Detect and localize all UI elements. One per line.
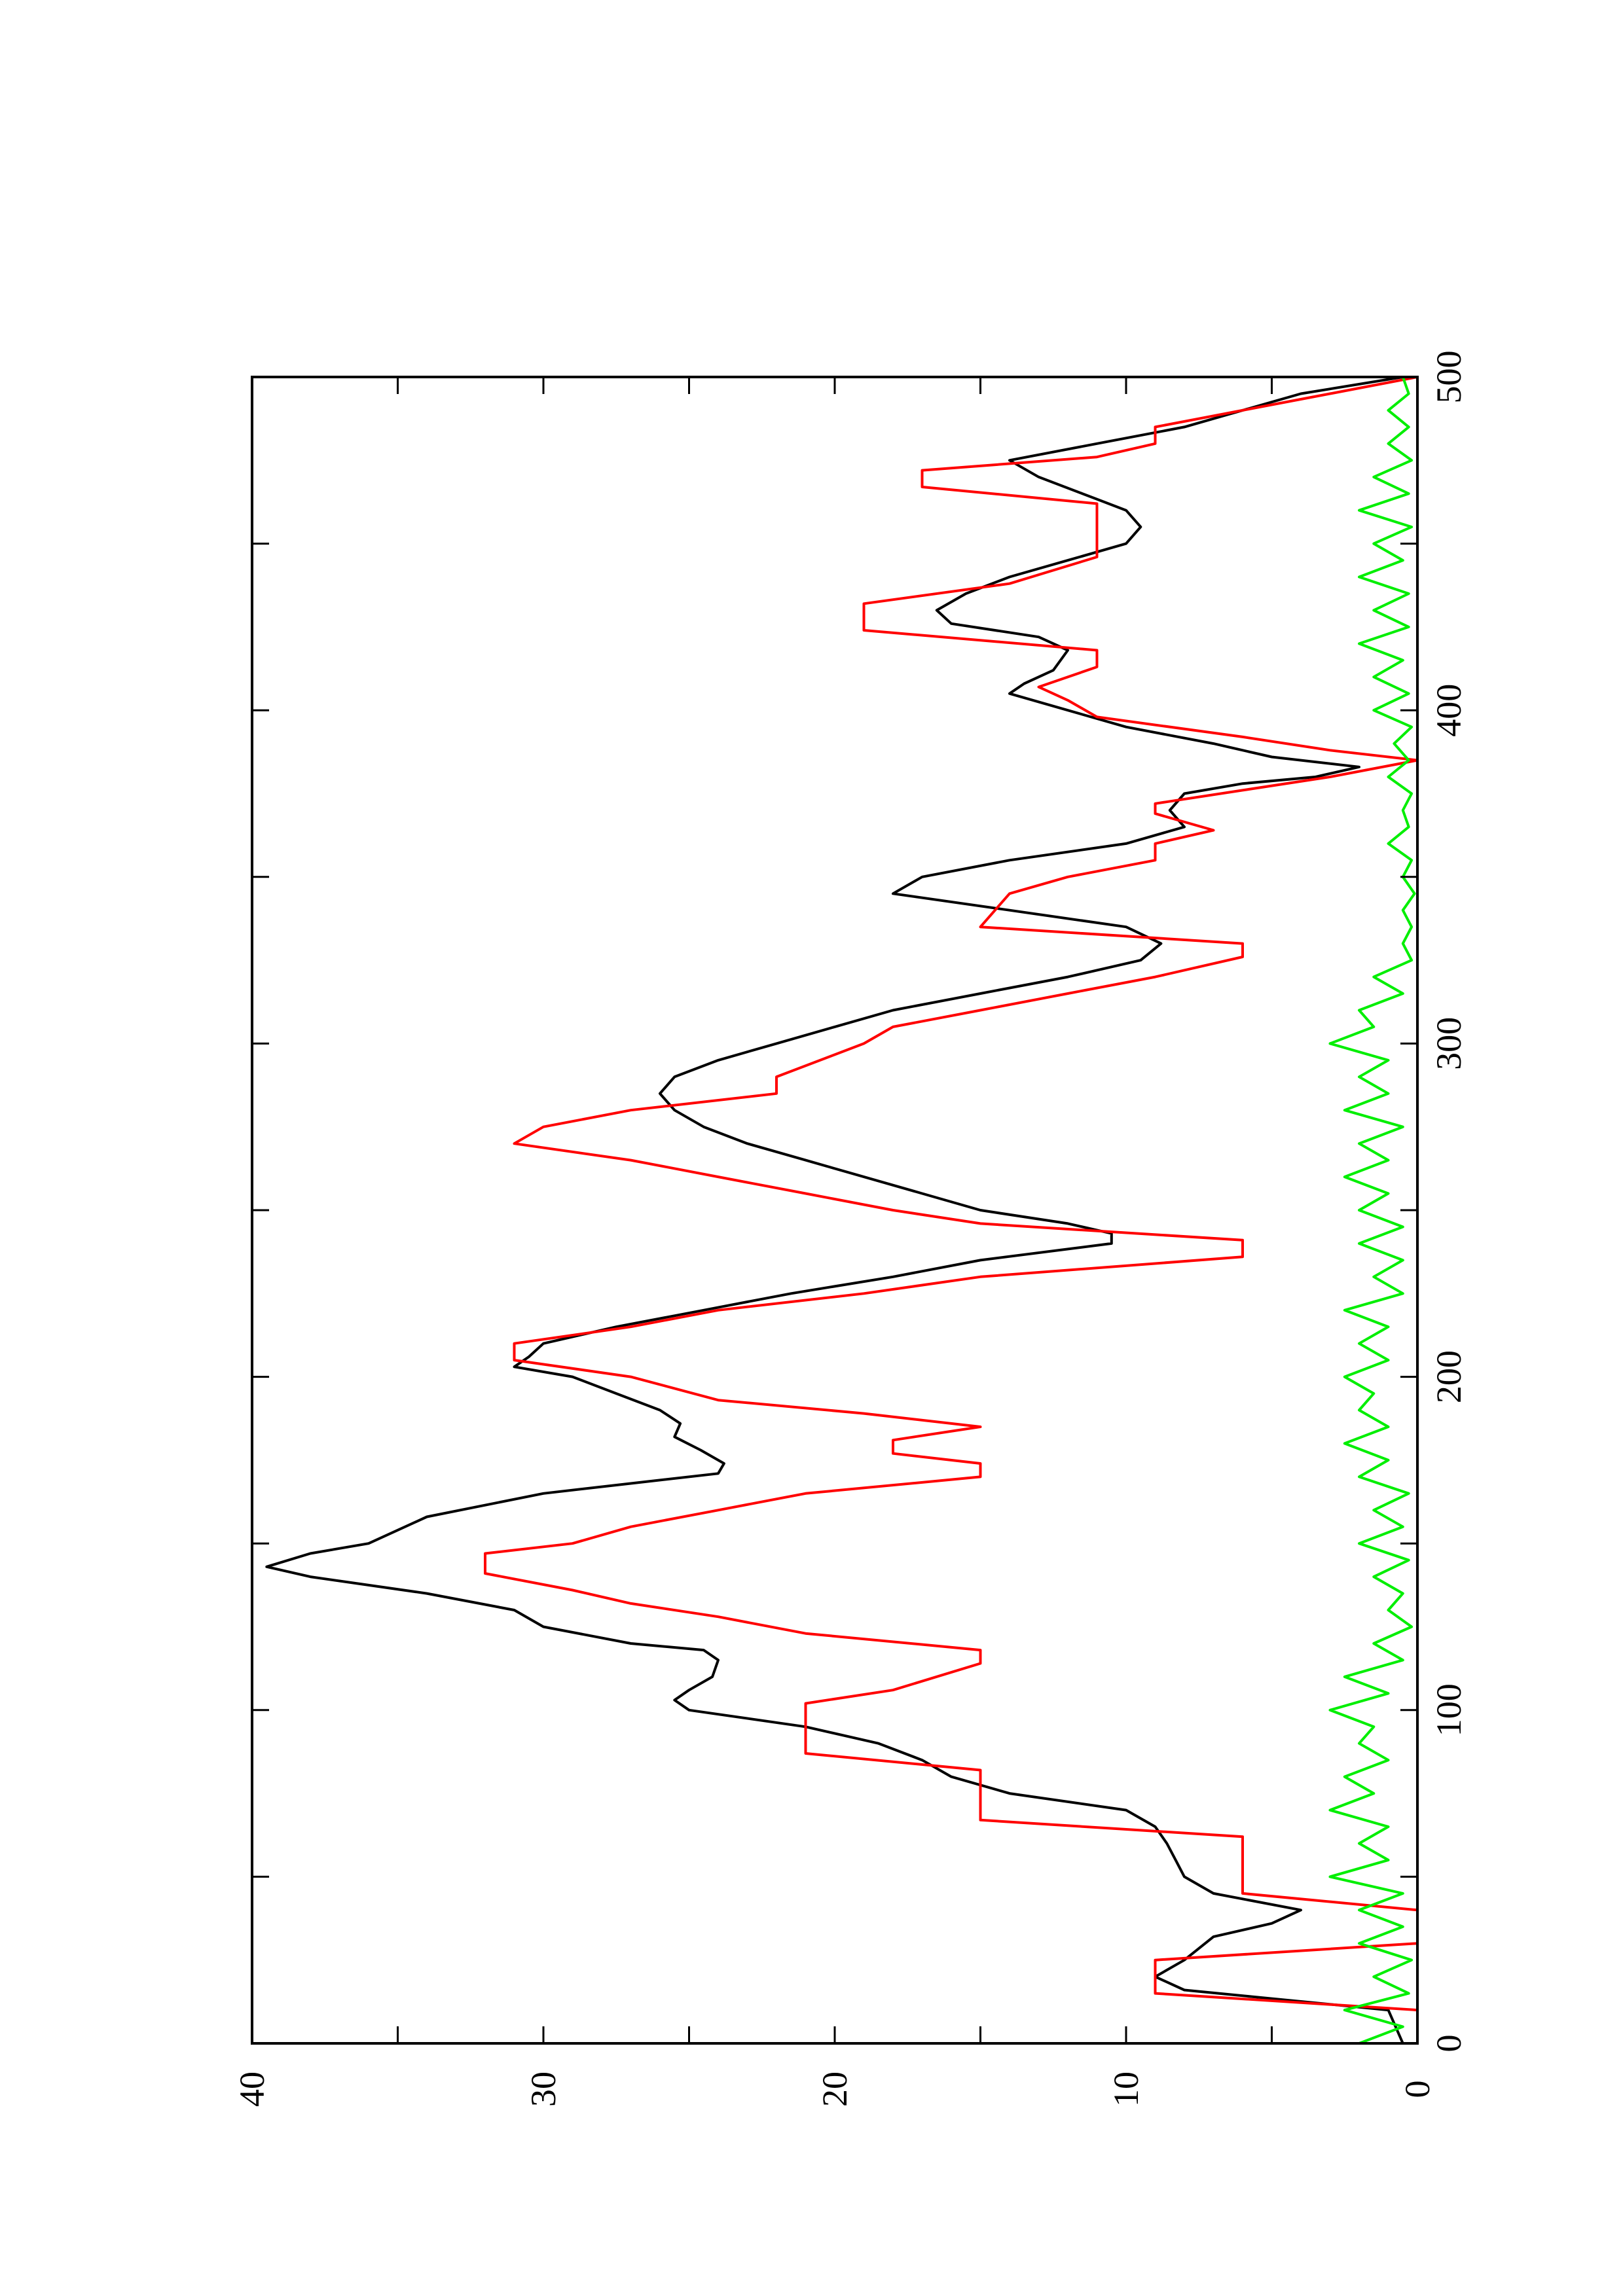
y-tick-label: 30 bbox=[524, 2072, 563, 2107]
y-axis: 0 10 20 30 40 bbox=[232, 377, 1437, 2107]
y-tick-label: 40 bbox=[232, 2072, 272, 2107]
series-line-1 bbox=[265, 376, 1404, 2044]
x-tick-label: 100 bbox=[1429, 1683, 1468, 1736]
y-tick-label: 20 bbox=[815, 2072, 854, 2107]
x-tick-label: 300 bbox=[1429, 1017, 1468, 1070]
x-tick-label: 500 bbox=[1429, 351, 1468, 404]
x-tick-label: 400 bbox=[1429, 684, 1468, 737]
plot-frame bbox=[251, 376, 1419, 2045]
series-line-3 bbox=[1328, 376, 1416, 2045]
x-tick-label: 0 bbox=[1429, 2035, 1468, 2053]
y-tick-label: 10 bbox=[1106, 2072, 1146, 2107]
y-tick-label: 0 bbox=[1398, 2081, 1437, 2098]
x-tick-label: 200 bbox=[1429, 1350, 1468, 1403]
series-line-2 bbox=[484, 376, 1419, 2043]
x-axis: 0 100 200 300 400 500 bbox=[252, 351, 1468, 2053]
series-layer bbox=[265, 376, 1419, 2045]
